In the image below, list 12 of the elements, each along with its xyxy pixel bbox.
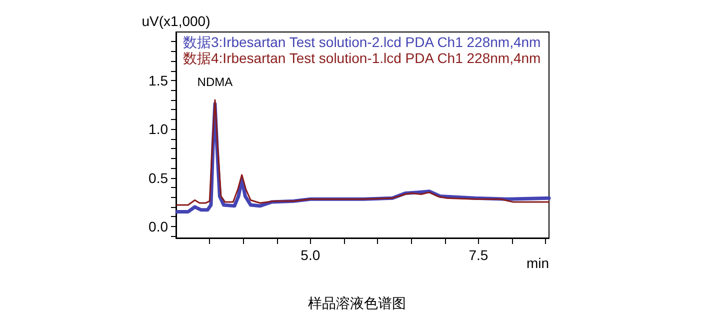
text: 数据3:Irbesartan Test solution-2.lcd PDA Ch1 228nm,4nm	[183, 34, 541, 50]
x-axis-title: min	[526, 255, 549, 271]
y-axis-title: uV(x1,000)	[142, 13, 210, 29]
annotation: NDMA	[197, 75, 233, 90]
text: 数据4:Irbesartan Test solution-1.lcd PDA Ch1 228nm,4nm	[183, 50, 541, 66]
text: 样品溶液色谱图	[308, 295, 406, 311]
y-tick-label: 1.0	[148, 121, 168, 138]
y-tick-label: 0.0	[148, 218, 168, 234]
x-tick-label: 7.5	[468, 247, 488, 263]
y-tick-label: 0.5	[148, 170, 168, 186]
x-tick-label: 5.0	[300, 247, 320, 263]
y-tick-label: 1.5	[148, 72, 168, 89]
